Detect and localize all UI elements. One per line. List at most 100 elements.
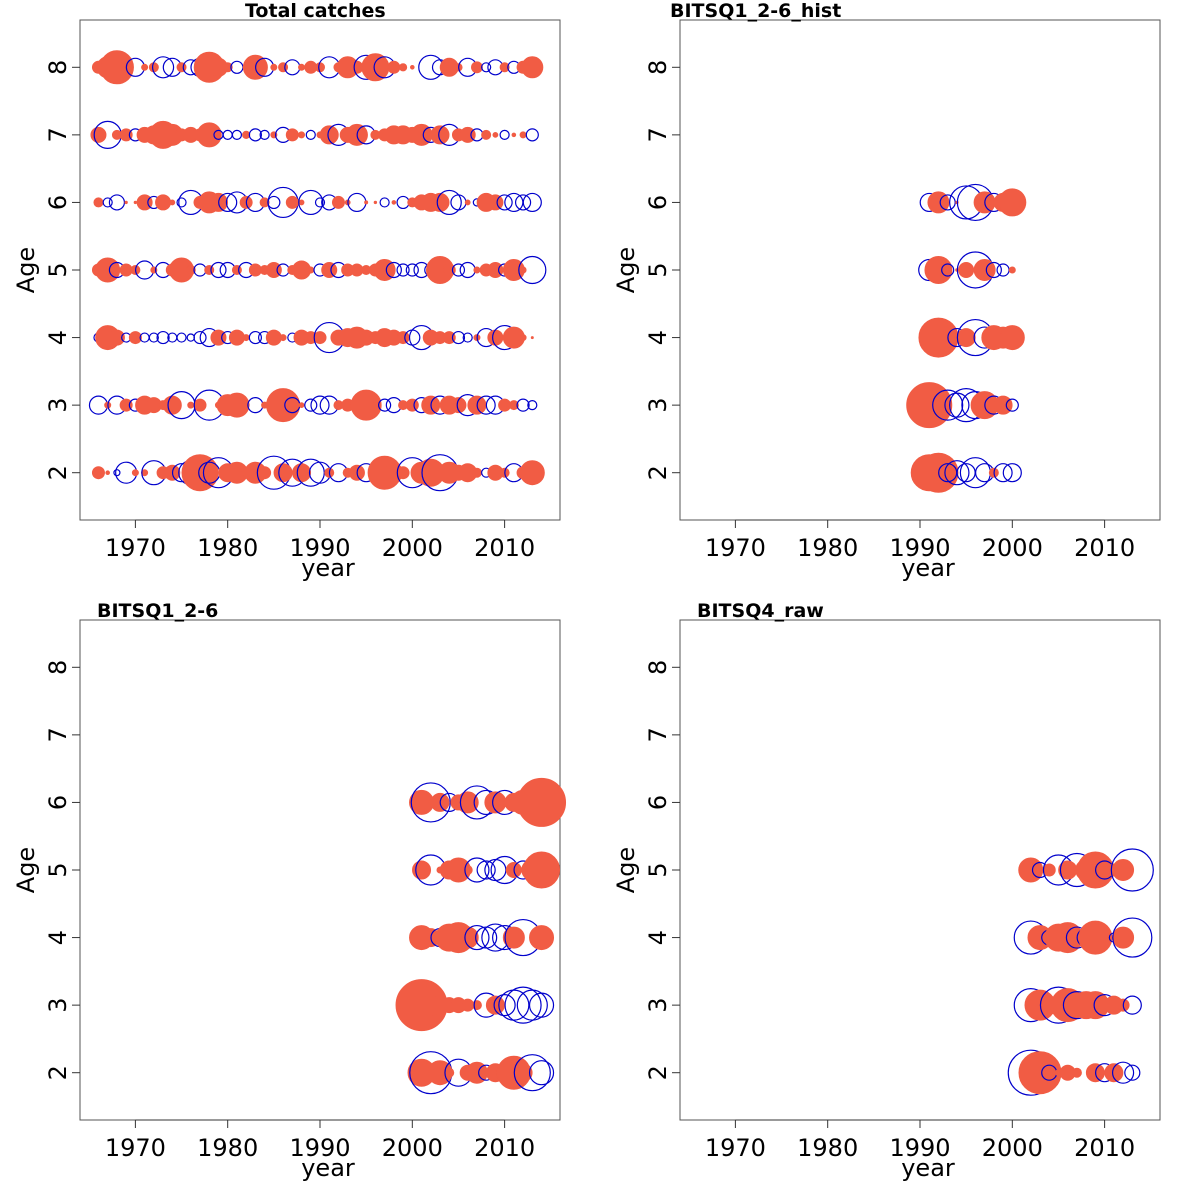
bubble-positive — [90, 126, 107, 143]
bubble-positive — [319, 125, 339, 145]
bubble-negative — [418, 54, 444, 80]
bubble-negative — [298, 189, 324, 216]
bubble-positive — [998, 188, 1027, 217]
bubble-positive — [523, 851, 561, 889]
bubble-negative — [481, 62, 492, 73]
bubble-positive — [298, 131, 306, 139]
panel-bitsq1-2-6-hist: BITSQ1_2-6_hist 1970 1980 1990 2000 2010 2 3 4 5 6… — [612, 0, 1161, 582]
bubble-positive — [321, 262, 338, 278]
y-axis-label: Age — [612, 847, 640, 893]
y-tick-label: 8 — [644, 660, 672, 675]
bubble-positive — [485, 995, 505, 1015]
bubble-negative — [476, 860, 496, 880]
bubble-positive — [973, 259, 996, 281]
y-tick-label: 6 — [644, 195, 672, 210]
bubble-positive — [456, 926, 479, 949]
bubble-positive — [1112, 859, 1135, 881]
y-tick-label: 8 — [44, 60, 72, 75]
bubble-positive — [508, 400, 519, 411]
y-axis-label: Age — [12, 847, 40, 893]
bubble-negative — [527, 400, 538, 411]
bubble-positive — [956, 328, 976, 348]
bubble-negative — [451, 263, 466, 277]
y-tick-label: 4 — [44, 330, 72, 345]
bubble-positive — [141, 63, 149, 71]
bubble-negative — [304, 398, 318, 412]
bubble-positive — [481, 129, 492, 140]
x-tick-label: 1980 — [197, 534, 258, 562]
bubble-positive — [410, 64, 415, 70]
x-tick-label: 1990 — [889, 534, 950, 562]
bubble-positive — [927, 191, 950, 214]
y-axis-label: Age — [12, 247, 40, 293]
bubble-positive — [204, 265, 215, 275]
panel-bitsq4-raw: BITSQ4_raw 1970 1980 1990 2000 2010 2 3 4 5 6 7 8 yea… — [612, 600, 1161, 1182]
bubble-positive — [396, 331, 410, 345]
panel-title: BITSQ1_2-6 — [97, 600, 218, 622]
bubble-positive — [105, 470, 110, 476]
bubble-positive — [471, 61, 483, 74]
bubble-positive — [285, 195, 299, 209]
bubble-positive — [298, 402, 305, 409]
bubble-negative — [514, 194, 532, 211]
bubble-negative — [464, 924, 490, 951]
panel-title: BITSQ4_raw — [697, 600, 824, 622]
y-tick-label: 3 — [44, 997, 72, 1012]
bubble-negative — [259, 129, 270, 140]
x-tick-label: 2010 — [1074, 1134, 1135, 1162]
bubble-positive — [373, 259, 396, 281]
bubble-positive — [373, 200, 378, 205]
bubble-positive — [498, 398, 512, 412]
y-tick-label: 2 — [644, 1065, 672, 1080]
bubble-negative — [1124, 1064, 1141, 1081]
x-tick-label: 2000 — [982, 1134, 1043, 1162]
x-tick-label: 2000 — [382, 534, 443, 562]
bubble-positive — [248, 263, 262, 277]
bubble-negative — [496, 194, 513, 211]
bubble-positive — [530, 336, 534, 340]
bubble-positive — [259, 197, 270, 208]
bubble-positive — [1104, 1063, 1124, 1083]
bubble-positive — [222, 62, 233, 73]
x-axis-label: year — [301, 554, 355, 582]
bubble-positive — [181, 454, 219, 492]
bubble-positive — [464, 199, 471, 206]
x-axis-label: year — [301, 1154, 355, 1182]
bubble-positive — [313, 331, 327, 345]
bubble-negative — [1002, 463, 1022, 483]
bubble-negative — [528, 992, 555, 1018]
bubble-positive — [185, 265, 196, 275]
bubble-negative — [310, 395, 330, 415]
bubble-negative — [450, 194, 467, 211]
bubble-positive — [292, 463, 312, 483]
bubble-positive — [119, 263, 133, 277]
bubble-positive — [391, 200, 397, 205]
bubble-positive — [155, 194, 172, 211]
x-tick-label: 2000 — [382, 1134, 443, 1162]
bubble-negative — [405, 263, 419, 277]
bubble-positive — [444, 1067, 455, 1078]
bubble-negative — [516, 989, 548, 1021]
y-tick-label: 6 — [44, 195, 72, 210]
bubble-positive — [1018, 857, 1044, 883]
bubble-positive — [148, 62, 159, 73]
bubble-positive — [270, 63, 278, 71]
bubble-positive — [278, 62, 289, 73]
bubble-positive — [124, 200, 128, 205]
y-tick-label: 6 — [44, 795, 72, 810]
bubble-negative — [186, 333, 195, 342]
y-tick-label: 5 — [44, 262, 72, 277]
bubble-negative — [1005, 398, 1019, 412]
panel-title: Total catches — [245, 0, 386, 22]
bubble-positive — [99, 50, 134, 85]
bubble-positive — [1071, 1067, 1082, 1078]
bubble-positive — [398, 63, 408, 72]
bubble-positive — [529, 925, 555, 951]
bubble-positive — [258, 466, 272, 480]
bubble-positive — [517, 777, 567, 827]
bubble-positive — [442, 263, 456, 277]
bubble-positive — [133, 200, 138, 205]
bubble-positive — [1078, 920, 1113, 955]
bubble-positive — [265, 329, 282, 346]
bubble-positive — [285, 128, 299, 142]
